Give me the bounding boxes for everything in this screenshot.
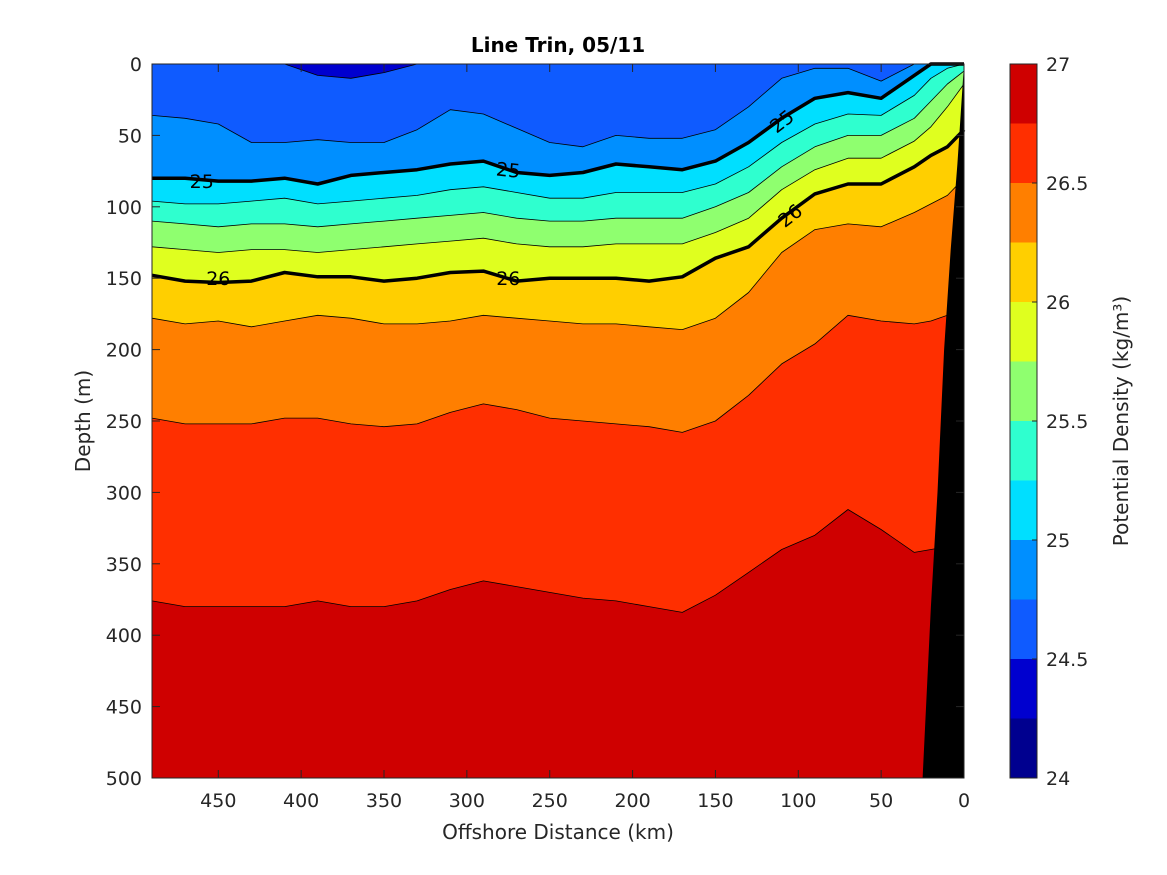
contour-label-text: 26 <box>496 268 520 290</box>
colorbar-tick-label: 27 <box>1046 54 1070 76</box>
x-axis-label: Offshore Distance (km) <box>442 820 674 844</box>
colorbar-swatch <box>1010 242 1037 302</box>
coastline-land <box>922 64 964 778</box>
x-tick-label: 300 <box>449 790 485 812</box>
colorbar-tick-label: 25 <box>1046 530 1070 552</box>
x-axis: 450 400 350 300 250 200 150 100 50 0 <box>200 64 970 812</box>
y-tick-label: 350 <box>106 554 142 576</box>
y-tick-label: 50 <box>118 125 142 147</box>
colorbar-swatch <box>1010 480 1037 540</box>
y-tick-label: 450 <box>106 697 142 719</box>
y-axis-label: Depth (m) <box>71 370 95 472</box>
colorbar-swatch <box>1010 64 1037 124</box>
y-tick-label: 400 <box>106 625 142 647</box>
land-mask <box>922 64 964 778</box>
colorbar-tick-label: 26.5 <box>1046 173 1088 195</box>
x-tick-label: 200 <box>614 790 650 812</box>
colorbar-swatch <box>1010 599 1037 659</box>
x-tick-label: 100 <box>780 790 816 812</box>
y-tick-label: 0 <box>130 54 142 76</box>
x-tick-label: 50 <box>869 790 893 812</box>
y-tick-label: 300 <box>106 482 142 504</box>
y-tick-label: 100 <box>106 197 142 219</box>
colorbar-swatch <box>1010 302 1037 362</box>
contour-line-bold-25 <box>152 62 964 186</box>
colorbar: 24 24.5 25 25.5 26 26.5 27 <box>1009 54 1088 790</box>
colorbar-swatch <box>1010 421 1037 481</box>
colorbar-tick-label: 24.5 <box>1046 649 1088 671</box>
contour-line-26.25 <box>151 177 965 330</box>
contour-line-26.5 <box>151 306 965 433</box>
x-tick-label: 350 <box>366 790 402 812</box>
y-axis: 0 50 100 150 200 250 300 350 400 450 500 <box>106 54 964 790</box>
x-tick-label: 0 <box>958 790 970 812</box>
y-tick-label: 150 <box>106 268 142 290</box>
contour-line-25.5 <box>151 70 965 228</box>
colorbar-swatch <box>1010 361 1037 421</box>
contour-label: 25 <box>190 171 214 193</box>
colorbar-tick-label: 26 <box>1046 292 1070 314</box>
colorbar-tick-label: 24 <box>1046 768 1070 790</box>
fill-band-26.75 <box>152 509 964 778</box>
contour-label: 26 <box>496 268 520 290</box>
colorbar-label: Potential Density (kg/m³) <box>1109 296 1133 547</box>
x-tick-label: 450 <box>200 790 236 812</box>
contour-label-text: 25 <box>495 158 521 182</box>
contour-line-25.75 <box>151 83 965 253</box>
contour-fills <box>152 64 964 779</box>
colorbar-tick-label: 25.5 <box>1046 411 1088 433</box>
x-tick-label: 400 <box>283 790 319 812</box>
contour-label: 26 <box>206 268 230 290</box>
colorbar-swatch <box>1010 718 1037 778</box>
y-tick-label: 250 <box>106 411 142 433</box>
contour-label-text: 26 <box>206 268 230 290</box>
colorbar-swatch <box>1010 659 1037 719</box>
chart-title: Line Trin, 05/11 <box>471 33 645 57</box>
contour-line-25.25 <box>151 63 965 205</box>
colorbar-swatch <box>1010 540 1037 600</box>
colorbar-swatch <box>1010 123 1037 183</box>
contour-line-bold-26 <box>151 128 966 285</box>
x-tick-label: 250 <box>532 790 568 812</box>
contour-label: 25 <box>495 158 521 182</box>
contour-line-24.75 <box>151 63 964 148</box>
y-tick-label: 200 <box>106 340 142 362</box>
colorbar-swatch <box>1010 183 1037 243</box>
contour-label-text: 25 <box>190 171 214 193</box>
contour-line-26.75 <box>151 509 965 613</box>
x-tick-label: 150 <box>697 790 733 812</box>
y-tick-label: 500 <box>106 768 142 790</box>
